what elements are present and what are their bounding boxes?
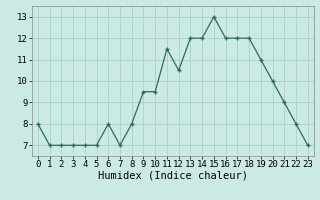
- X-axis label: Humidex (Indice chaleur): Humidex (Indice chaleur): [98, 171, 248, 181]
